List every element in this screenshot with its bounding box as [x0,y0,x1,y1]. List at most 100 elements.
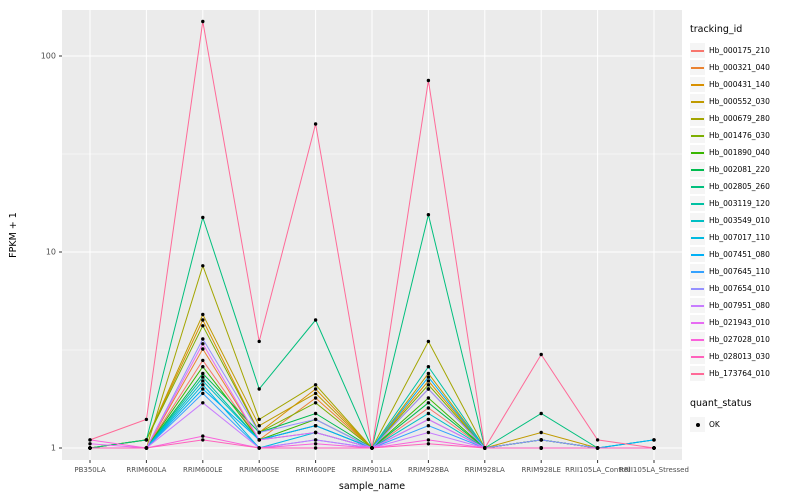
data-point [426,339,431,344]
data-point [313,411,318,416]
legend-item-label: OK [709,420,720,429]
data-point [652,438,656,442]
data-point [426,375,431,379]
data-point [595,438,600,442]
data-point [257,417,261,422]
legend-item-label: Hb_021943_010 [709,318,770,327]
y-tick-label: 10 [46,248,56,257]
legend-item: Hb_001476_030 [690,127,798,144]
data-point [201,371,205,376]
data-point [313,318,318,322]
legend-item: Hb_003119_120 [690,195,798,212]
legend-item-label: Hb_001890_040 [709,148,770,157]
legend-item-label: Hb_000552_030 [709,97,770,106]
data-point [426,213,431,217]
series-color-key-icon [690,281,705,296]
legend-item-label: Hb_002805_260 [709,182,770,191]
legend-title-tracking-id: tracking_id [690,24,743,35]
x-tick-label: RRII105LA_Control [565,466,630,474]
series-color-key-icon [690,128,705,143]
y-axis-title: FPKM + 1 [8,212,19,258]
series-color-key-icon [690,94,705,109]
series-color-key-icon [690,315,705,330]
data-point [201,383,205,387]
data-point [313,430,318,435]
data-point [201,387,205,391]
x-tick-label: RRIM928BA [408,466,449,474]
legend-item: Hb_007654_010 [690,280,798,297]
data-point [313,417,318,422]
series-color-key-icon [690,77,705,92]
data-point [539,446,543,450]
legend-item-label: Hb_003119_120 [709,199,770,208]
legend-item: Hb_000679_280 [690,110,798,127]
series-color-key-icon [690,196,705,211]
data-point [426,383,431,387]
data-point [201,365,205,369]
data-point [88,446,92,450]
legend-item: Hb_007645_110 [690,263,798,280]
x-tick-label: PB350LA [74,466,105,474]
series-color-key-icon [690,111,705,126]
series-color-key-icon [690,264,705,279]
data-point [539,352,543,357]
data-point [313,396,318,400]
series-color-key-icon [690,60,705,75]
legend-item-label: Hb_002081_220 [709,165,770,174]
legend-item: Hb_000431_140 [690,76,798,93]
data-point [201,401,205,405]
data-point [426,411,431,416]
series-color-key-icon [690,230,705,245]
legend-item: Hb_021943_010 [690,314,798,331]
legend-item: Hb_001890_040 [690,144,798,161]
data-point [313,383,318,387]
legend-item-label: Hb_001476_030 [709,131,770,140]
x-tick-label: RRIM901LA [352,466,392,474]
data-point [426,78,431,83]
data-point [426,417,431,422]
series-color-key-icon [690,179,705,194]
legend-item-label: Hb_000175_210 [709,46,770,55]
data-point [539,438,543,442]
x-tick-label: RRIM600LE [183,466,223,474]
data-point [201,312,205,317]
legend-item: Hb_007451_080 [690,246,798,263]
x-tick-label: RRII105LA_Stressed [619,466,689,474]
data-point [144,446,149,450]
data-point [201,375,205,379]
legend-item: Hb_027028_010 [690,331,798,348]
series-color-key-icon [690,43,705,58]
data-point [426,401,431,405]
legend-entries: Hb_000175_210 Hb_000321_040 Hb_000431_140 H… [690,42,798,382]
data-point [483,446,487,450]
data-point [426,424,431,428]
data-point [201,379,205,383]
data-point [257,446,261,450]
x-tick-label: RRIM600PE [296,466,336,474]
data-point [652,446,656,450]
x-axis-title: sample_name [339,481,405,492]
legend-item-label: Hb_007017_110 [709,233,770,242]
data-point [313,438,318,442]
legend-title-quant-status: quant_status [690,398,752,409]
data-point [539,411,543,416]
data-point [201,438,205,442]
data-point [313,401,318,405]
data-point [257,438,261,442]
data-point [313,391,318,396]
legend-item-label: Hb_007645_110 [709,267,770,276]
data-point [370,446,374,450]
legend-item: Hb_002081_220 [690,161,798,178]
data-point [257,430,261,435]
x-tick-label: RRIM928LA [465,466,505,474]
data-point [144,438,149,442]
data-point [426,371,431,376]
legend-panel: tracking_id Hb_000175_210 Hb_000321_040 Hb… [690,24,798,433]
data-point [426,406,431,410]
x-tick-label: RRIM928LE [521,466,561,474]
data-point [313,122,318,126]
data-point [313,424,318,428]
legend-item-label: Hb_007951_080 [709,301,770,310]
data-point [201,337,205,341]
data-point [201,358,205,363]
